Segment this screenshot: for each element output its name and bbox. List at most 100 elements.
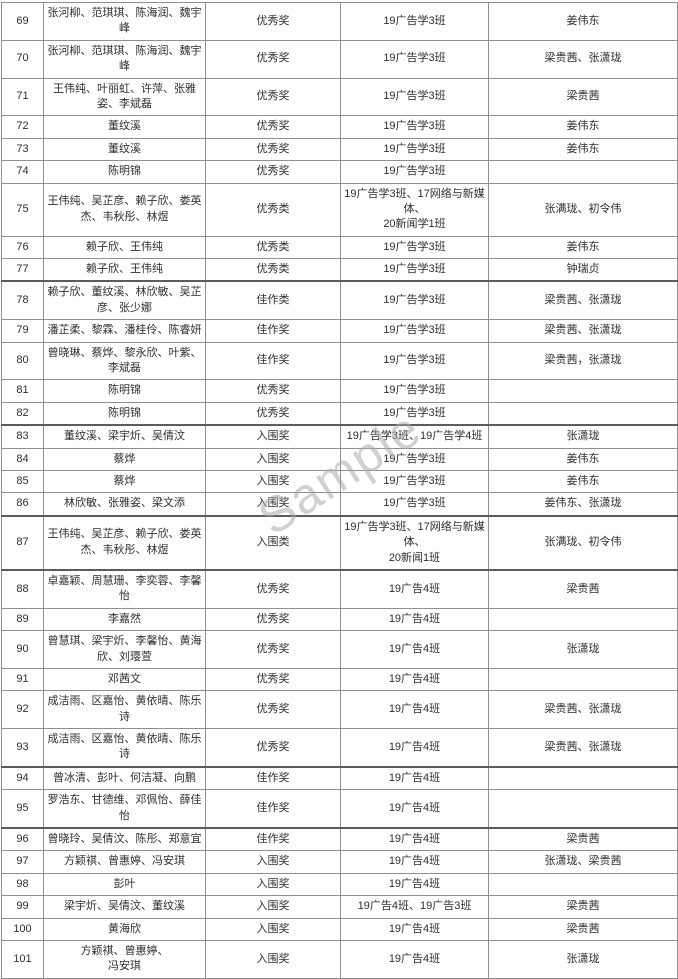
cell-award-level: 佳作奖 [205, 827, 341, 852]
cell-student-names: 蔡烨 [43, 447, 206, 471]
cell-class: 19广告学3班 [340, 401, 489, 426]
table-row: 97 方颖祺、曾惠婷、冯安琪 入围奖 19广告4班 张潇珑、梁贵茜 [1, 850, 678, 874]
cell-advisors: 梁贵茜 [488, 77, 678, 117]
cell-award-level: 入围奖 [205, 469, 341, 494]
cell-award-level: 入围奖 [205, 492, 341, 517]
cell-advisors [488, 765, 678, 791]
table-row: 81 陈明锦 优秀奖 19广告学3班 [1, 379, 678, 403]
cell-class: 19广告学3班、17网络与新媒体、 20新闻1班 [340, 514, 489, 571]
cell-row-number: 99 [1, 895, 44, 919]
cell-advisors: 钟瑞贞 [488, 258, 678, 282]
cell-row-number: 81 [1, 379, 44, 403]
cell-student-names: 董纹溪 [43, 115, 206, 139]
cell-advisors [488, 667, 678, 692]
cell-student-names: 董纹溪、梁宇炘、吴倩汶 [43, 424, 206, 449]
cell-row-number: 86 [1, 492, 44, 517]
cell-award-level: 优秀奖 [205, 568, 341, 609]
cell-student-names: 王伟纯、吴芷彦、赖子欣、娄英杰、韦秋彤、林煜 [43, 182, 206, 237]
cell-award-level: 入围奖 [205, 895, 341, 919]
cell-row-number: 95 [1, 789, 44, 829]
cell-row-number: 94 [1, 765, 44, 791]
cell-award-level: 入围类 [205, 514, 341, 571]
cell-student-names: 李嘉然 [43, 607, 206, 632]
cell-student-names: 梁宇炘、吴倩汶、董纹溪 [43, 895, 206, 919]
cell-class: 19广告4班 [340, 939, 489, 979]
cell-award-level: 优秀奖 [205, 115, 341, 139]
cell-class: 19广告学3班 [340, 115, 489, 139]
cell-student-names: 曾晓琳、蔡烨、黎永欣、叶紫、李斌磊 [43, 341, 206, 381]
table-row: 92 成洁雨、区嘉怡、黄依晴、陈乐诗 优秀奖 19广告4班 梁贵茜、张潇珑 [1, 690, 678, 730]
cell-class: 19广告4班 [340, 630, 489, 669]
cell-advisors [488, 379, 678, 403]
table-row: 73 董纹溪 优秀奖 19广告学3班 姜伟东 [1, 137, 678, 162]
cell-advisors [488, 789, 678, 829]
table-row: 95 罗浩东、甘德维、邓佩怡、薛佳怡 佳作奖 19广告4班 [1, 789, 678, 829]
cell-award-level: 佳作奖 [205, 319, 341, 343]
cell-student-names: 董纹溪 [43, 137, 206, 162]
table-row: 72 董纹溪 优秀奖 19广告学3班 姜伟东 [1, 115, 678, 139]
cell-class: 19广告学3班 [340, 492, 489, 517]
table-row: 86 林欣敏、张雅姿、梁文添 入围奖 19广告学3班 姜伟东、张潇珑 [1, 492, 678, 517]
cell-advisors: 梁贵茜、张潇珑 [488, 280, 678, 321]
cell-class: 19广告学3班 [340, 469, 489, 494]
cell-class: 19广告学3班、19广告学4班 [340, 424, 489, 449]
cell-row-number: 73 [1, 137, 44, 162]
cell-row-number: 101 [1, 939, 44, 979]
cell-advisors: 姜伟东 [488, 115, 678, 139]
cell-class: 19广告4班、19广告3班 [340, 895, 489, 919]
cell-award-level: 优秀奖 [205, 607, 341, 632]
cell-advisors [488, 607, 678, 632]
cell-student-names: 彭叶 [43, 872, 206, 897]
cell-student-names: 王伟纯、叶丽虹、许萍、张雅姿、李斌磊 [43, 77, 206, 117]
cell-row-number: 77 [1, 258, 44, 282]
cell-advisors [488, 872, 678, 897]
cell-row-number: 89 [1, 607, 44, 632]
cell-student-names: 陈明锦 [43, 401, 206, 426]
cell-class: 19广告学3班 [340, 77, 489, 117]
table-row: 70 张河柳、范琪琪、陈海润、魏宇峰 优秀奖 19广告学3班 梁贵茜、张潇珑 [1, 39, 678, 79]
cell-student-names: 王伟纯、吴芷彦、赖子欣、娄英杰、韦秋彤、林煜 [43, 514, 206, 571]
cell-advisors: 姜伟东 [488, 2, 678, 41]
cell-award-level: 佳作类 [205, 280, 341, 321]
cell-student-names: 陈明锦 [43, 379, 206, 403]
cell-row-number: 82 [1, 401, 44, 426]
cell-class: 19广告学3班 [340, 341, 489, 381]
cell-advisors: 张潇珑、梁贵茜 [488, 850, 678, 874]
cell-class: 19广告4班 [340, 850, 489, 874]
cell-row-number: 76 [1, 235, 44, 260]
cell-award-level: 优秀奖 [205, 2, 341, 41]
cell-advisors: 张潇珑 [488, 424, 678, 449]
cell-class: 19广告学3班 [340, 379, 489, 403]
cell-row-number: 92 [1, 690, 44, 730]
cell-class: 19广告学3班 [340, 160, 489, 184]
cell-advisors: 张潇珑 [488, 939, 678, 979]
cell-advisors: 张满珑、初令伟 [488, 514, 678, 571]
cell-student-names: 邓茜文 [43, 667, 206, 692]
table-row: 94 曾冰清、彭叶、何洁凝、向鹏 佳作奖 19广告4班 [1, 765, 678, 791]
table-row: 90 曾慧琪、梁宇炘、李馨怡、黄海欣、刘璎萱 优秀奖 19广告4班 张潇珑 [1, 630, 678, 669]
cell-class: 19广告4班 [340, 690, 489, 730]
cell-class: 19广告4班 [340, 667, 489, 692]
cell-class: 19广告学3班 [340, 447, 489, 471]
cell-award-level: 优秀类 [205, 258, 341, 282]
cell-student-names: 张河柳、范琪琪、陈海润、魏宇峰 [43, 39, 206, 79]
table-row: 98 彭叶 入围奖 19广告4班 [1, 872, 678, 897]
table-row: 96 曾晓玲、吴倩汶、陈彤、郑意宜 佳作奖 19广告4班 梁贵茜 [1, 827, 678, 852]
cell-row-number: 85 [1, 469, 44, 494]
cell-student-names: 成洁雨、区嘉怡、黄依晴、陈乐诗 [43, 690, 206, 730]
cell-student-names: 成洁雨、区嘉怡、黄依晴、陈乐诗 [43, 728, 206, 768]
table-row: 77 赖子欣、王伟纯 优秀类 19广告学3班 钟瑞贞 [1, 258, 678, 282]
cell-class: 19广告4班 [340, 917, 489, 941]
cell-award-level: 优秀奖 [205, 728, 341, 768]
cell-advisors: 梁贵茜、张潇珑 [488, 728, 678, 768]
table-row: 85 蔡烨 入围奖 19广告学3班 姜伟东 [1, 469, 678, 494]
cell-advisors: 梁贵茜 [488, 568, 678, 609]
table-row: 69 张河柳、范琪琪、陈海润、魏宇峰 优秀奖 19广告学3班 姜伟东 [1, 2, 678, 41]
cell-class: 19广告学3班 [340, 39, 489, 79]
cell-student-names: 张河柳、范琪琪、陈海润、魏宇峰 [43, 2, 206, 41]
cell-advisors: 姜伟东 [488, 137, 678, 162]
cell-class: 19广告学3班 [340, 235, 489, 260]
table-row: 71 王伟纯、叶丽虹、许萍、张雅姿、李斌磊 优秀奖 19广告学3班 梁贵茜 [1, 77, 678, 117]
